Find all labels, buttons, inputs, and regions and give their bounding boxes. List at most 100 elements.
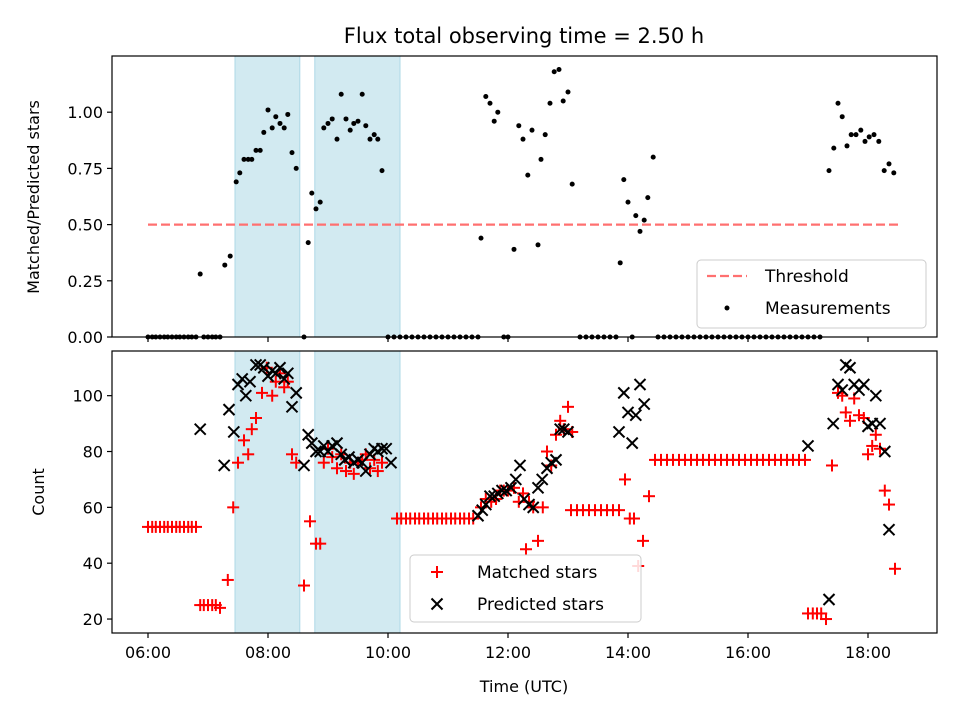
matched-star-point: [628, 512, 640, 525]
measurement-point: [529, 127, 535, 133]
measurement-point: [241, 156, 247, 162]
predicted-star-point: [612, 425, 626, 439]
legend-threshold-label: Threshold: [764, 267, 849, 287]
matched-star-point: [238, 434, 250, 447]
matched-star-point: [613, 504, 625, 517]
x-tick-label: 12:00: [485, 643, 531, 662]
measurement-point: [269, 125, 275, 131]
measurement-point: [317, 199, 323, 205]
matched-star-point: [862, 448, 874, 461]
matched-star-point: [298, 579, 310, 592]
predicted-star-point: [249, 358, 263, 372]
predicted-star-point: [309, 445, 323, 458]
measurement-point: [334, 136, 340, 142]
bottom-plot-frame: [111, 350, 938, 634]
matched-star-point: [826, 459, 838, 472]
predicted-star-point: [526, 501, 540, 514]
measurement-point: [641, 217, 647, 223]
y-tick-label: 20: [83, 610, 103, 629]
measurement-point: [491, 118, 497, 124]
matched-star-point: [190, 520, 202, 533]
matched-star-point: [304, 515, 316, 528]
predicted-star-point: [239, 389, 253, 402]
predicted-star-point: [334, 448, 348, 461]
predicted-star-point: [475, 503, 489, 517]
measurement-point: [645, 195, 651, 201]
predicted-star-point: [289, 386, 303, 400]
legend-matched-swatch: [431, 566, 443, 578]
measurement-point: [826, 168, 832, 174]
matched-star-point: [331, 462, 343, 475]
measurement-point: [289, 150, 295, 156]
bottom-y-axis: 20 40 60 80 100: [72, 387, 112, 629]
measurement-point: [227, 253, 233, 259]
measurement-point: [249, 156, 255, 162]
predicted-star-point: [297, 459, 311, 472]
predicted-star-point: [483, 489, 497, 503]
measurement-point: [516, 123, 522, 129]
predicted-star-point: [227, 425, 241, 439]
bottom-panel: 20 40 60 80 100 06:00 08:00 10:00 12:00 14:00 16:…: [29, 350, 938, 696]
measurement-point: [329, 116, 335, 122]
matched-star-point: [245, 423, 258, 436]
measurement-point: [617, 260, 623, 266]
matched-star-point: [317, 456, 330, 469]
predicted-star-point: [495, 484, 509, 497]
measurement-point: [876, 138, 882, 144]
predicted-star-point: [857, 378, 871, 391]
measurement-point: [293, 165, 299, 171]
y-tick-label: 60: [83, 498, 103, 517]
legend-measurements-label: Measurements: [765, 299, 891, 319]
matched-star-point: [286, 448, 298, 461]
y-tick-label: 0.75: [67, 159, 103, 178]
measurement-point: [285, 111, 291, 117]
measurement-point: [253, 147, 259, 153]
measurement-point: [321, 125, 327, 131]
measurement-point: [831, 145, 837, 151]
measurement-point: [625, 199, 631, 205]
matched-star-point: [340, 465, 352, 478]
predicted-star-point: [193, 422, 207, 436]
predicted-star-point: [375, 442, 389, 455]
top-panel: 0.00 0.25 0.50 0.75 1.00 Matched/Predicted s…: [24, 55, 938, 347]
matched-star-point: [221, 573, 234, 586]
measurement-point: [621, 177, 627, 183]
matched-star-point: [866, 439, 879, 452]
measurement-point: [848, 132, 854, 138]
predicted-star-point: [509, 473, 523, 486]
predicted-star-point: [822, 593, 836, 606]
measurement-point: [881, 168, 887, 174]
matched-star-point: [269, 375, 282, 388]
measurement-point: [257, 147, 263, 153]
measurement-point: [853, 132, 859, 138]
y-tick-label: 0.50: [67, 216, 103, 235]
predicted-star-point: [243, 375, 257, 388]
measurement-point: [560, 98, 566, 104]
top-legend-box: [696, 259, 927, 329]
predicted-star-point: [330, 436, 344, 450]
predicted-star-point: [277, 372, 291, 386]
legend-matched-label: Matched stars: [477, 563, 597, 583]
measurement-point: [633, 213, 639, 219]
measurement-point: [525, 172, 531, 178]
matched-star-point: [562, 400, 574, 413]
predicted-star-point: [621, 406, 635, 419]
measurement-point: [347, 127, 353, 133]
measurement-point: [891, 170, 897, 176]
predicted-star-point: [553, 422, 567, 436]
predicted-star-point: [629, 409, 643, 422]
predicted-star-point: [379, 442, 393, 455]
measurement-point: [871, 132, 877, 138]
y-tick-label: 0.25: [67, 272, 103, 291]
measurement-point: [569, 181, 575, 187]
predicted-star-point: [843, 361, 857, 374]
matched-star-point: [242, 448, 255, 461]
y-tick-label: 100: [72, 387, 103, 406]
predicted-star-point: [633, 378, 647, 391]
predicted-star-point: [513, 459, 527, 472]
y-tick-label: 0.00: [67, 328, 103, 347]
predicted-star-point: [801, 439, 815, 453]
predicted-star-point: [217, 459, 231, 472]
matched-star-point: [541, 445, 553, 458]
